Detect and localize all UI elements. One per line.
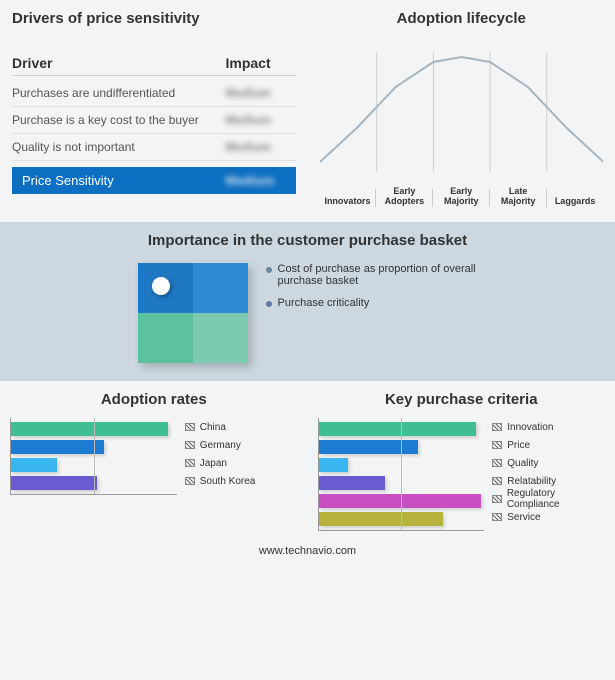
adoption-bars (10, 418, 177, 495)
basket-legend-item: Purchase criticality (266, 297, 478, 309)
criteria-legend: Innovation Price Quality RelatabilityRegula… (492, 418, 605, 531)
bar (319, 512, 443, 526)
legend-label: Germany (200, 440, 241, 451)
legend-item: Quality (492, 454, 605, 472)
adoption-title: Adoption rates (10, 391, 298, 408)
drivers-row: Purchases are undifferentiatedMedium (12, 80, 296, 107)
basket-title: Importance in the customer purchase bask… (0, 232, 615, 249)
lifecycle-chart: InnovatorsEarly AdoptersEarly MajorityLa… (320, 52, 604, 212)
lifecycle-label: Innovators (320, 189, 376, 207)
legend-item: Service (492, 508, 605, 526)
basket-panel: Importance in the customer purchase bask… (0, 222, 615, 381)
legend-label: Price (507, 440, 530, 451)
legend-label: Relatability (507, 476, 556, 487)
legend-label: Japan (200, 458, 227, 469)
hatch-icon (185, 423, 195, 431)
col-impact: Impact (226, 55, 296, 71)
criteria-panel: Key purchase criteria Innovation Price Qua… (308, 381, 615, 541)
driver-impact: Medium (226, 140, 296, 154)
hatch-icon (492, 477, 502, 485)
criteria-title: Key purchase criteria (318, 391, 606, 408)
bullet-icon (266, 267, 272, 273)
legend-label: Service (507, 512, 540, 523)
bar (319, 476, 385, 490)
footer-text: www.technavio.com (0, 541, 615, 561)
hatch-icon (492, 513, 502, 521)
total-label: Price Sensitivity (22, 173, 226, 188)
bar (11, 458, 57, 472)
driver-impact: Medium (226, 113, 296, 127)
drivers-row: Quality is not importantMedium (12, 134, 296, 161)
drivers-table-head: Driver Impact (12, 55, 296, 76)
legend-item: China (185, 418, 298, 436)
driver-label: Purchases are undifferentiated (12, 86, 226, 100)
legend-item: Price (492, 436, 605, 454)
basket-legend-item: Cost of purchase as proportion of overal… (266, 263, 478, 287)
driver-label: Purchase is a key cost to the buyer (12, 113, 226, 127)
quadrant-marker (152, 277, 170, 295)
legend-item: Japan (185, 454, 298, 472)
hatch-icon (492, 423, 502, 431)
legend-item: Regulatory Compliance (492, 490, 605, 508)
lifecycle-label: Early Majority (432, 189, 489, 207)
basket-legend: Cost of purchase as proportion of overal… (266, 263, 478, 319)
hatch-icon (492, 459, 502, 467)
lifecycle-panel: Adoption lifecycle InnovatorsEarly Adopt… (308, 0, 615, 222)
hatch-icon (185, 477, 195, 485)
legend-item: South Korea (185, 472, 298, 490)
drivers-total-row: Price Sensitivity Medium (12, 167, 296, 194)
total-value: Medium (226, 173, 286, 188)
legend-item: Germany (185, 436, 298, 454)
col-driver: Driver (12, 55, 226, 71)
legend-text: Cost of purchase as proportion of overal… (278, 263, 478, 287)
lifecycle-label: Early Adopters (375, 189, 432, 207)
bar (319, 494, 481, 508)
bullet-icon (266, 301, 272, 307)
legend-label: Innovation (507, 422, 553, 433)
drivers-panel: Drivers of price sensitivity Driver Impa… (0, 0, 308, 222)
bar (319, 422, 476, 436)
lifecycle-label: Late Majority (489, 189, 546, 207)
bar (11, 440, 104, 454)
bar (319, 458, 349, 472)
lifecycle-title: Adoption lifecycle (320, 10, 604, 27)
lifecycle-label: Laggards (546, 189, 603, 207)
quadrant-chart (138, 263, 248, 363)
legend-text: Purchase criticality (278, 297, 370, 309)
adoption-legend: China Germany Japan South Korea (185, 418, 298, 495)
drivers-row: Purchase is a key cost to the buyerMediu… (12, 107, 296, 134)
legend-label: Quality (507, 458, 538, 469)
hatch-icon (492, 495, 502, 503)
drivers-title: Drivers of price sensitivity (12, 10, 296, 27)
lifecycle-curve (320, 52, 604, 172)
driver-impact: Medium (226, 86, 296, 100)
legend-item: Innovation (492, 418, 605, 436)
bar (11, 422, 168, 436)
bar (319, 440, 418, 454)
driver-label: Quality is not important (12, 140, 226, 154)
hatch-icon (185, 459, 195, 467)
hatch-icon (492, 441, 502, 449)
legend-label: Regulatory Compliance (507, 488, 605, 510)
bar (11, 476, 97, 490)
adoption-panel: Adoption rates China Germany Japan South Ko… (0, 381, 308, 541)
legend-label: China (200, 422, 226, 433)
hatch-icon (185, 441, 195, 449)
legend-label: South Korea (200, 476, 256, 487)
criteria-bars (318, 418, 485, 531)
